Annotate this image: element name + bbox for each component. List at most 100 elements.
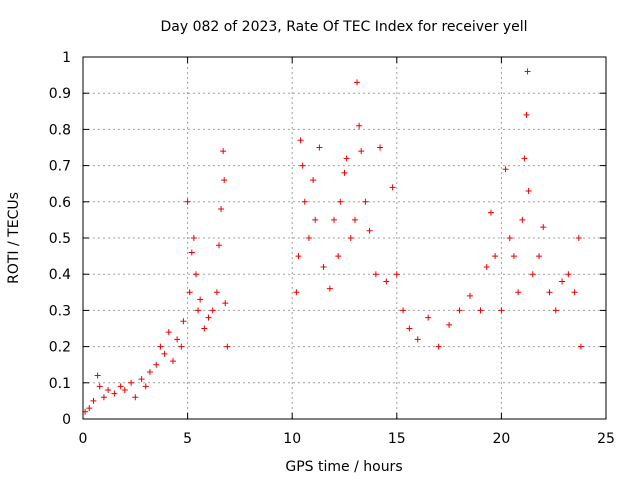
data-point (502, 166, 509, 173)
data-point (343, 155, 350, 162)
data-point (86, 405, 93, 412)
data-point (519, 216, 526, 223)
x-tick-label: 25 (597, 431, 615, 447)
data-point (337, 198, 344, 205)
data-point (400, 307, 407, 314)
data-point (224, 343, 231, 350)
data-point (540, 224, 547, 231)
data-point (523, 111, 530, 118)
y-tick-label: 1 (62, 50, 71, 66)
data-point (524, 68, 531, 75)
data-point (565, 271, 572, 278)
data-point (425, 314, 432, 321)
data-point (435, 343, 442, 350)
data-point (354, 79, 361, 86)
data-point (121, 387, 128, 394)
data-point (406, 325, 413, 332)
data-point (335, 253, 342, 260)
x-tick-label: 20 (492, 431, 510, 447)
data-point (358, 148, 365, 155)
data-point (559, 278, 566, 285)
data-point (220, 148, 227, 155)
data-point (341, 169, 348, 176)
data-point (209, 307, 216, 314)
data-point (215, 242, 222, 249)
y-tick-label: 0.7 (49, 159, 71, 175)
tick-labels: 00.10.20.30.40.50.60.70.80.910 5 10 15 20 25 (49, 50, 615, 447)
data-point (165, 329, 172, 336)
data-point (575, 235, 582, 241)
data-point (571, 289, 578, 296)
data-point (117, 383, 124, 390)
data-point (142, 383, 149, 390)
y-tick-label: 0.6 (49, 195, 71, 211)
data-point (351, 216, 358, 223)
grid-lines (83, 57, 606, 419)
data-point (456, 307, 463, 314)
data-point (184, 198, 191, 205)
data-point (293, 289, 300, 296)
data-point (96, 383, 103, 390)
x-tick-label: 15 (388, 431, 406, 447)
data-point (414, 336, 421, 343)
data-point (529, 271, 536, 278)
data-point (222, 300, 229, 307)
data-point (326, 285, 333, 292)
data-point (190, 235, 197, 241)
data-point (111, 390, 118, 397)
data-point (100, 394, 107, 401)
data-point (498, 307, 505, 314)
data-point (506, 235, 513, 241)
data-point (153, 361, 160, 368)
x-tick-label: 10 (283, 431, 301, 447)
data-point (94, 372, 101, 379)
data-point (197, 296, 204, 303)
data-point (105, 387, 112, 394)
data-point (146, 368, 153, 375)
data-point (174, 336, 181, 343)
data-point (295, 253, 302, 260)
data-point (347, 235, 354, 241)
data-point (90, 397, 97, 404)
data-point (546, 289, 553, 296)
x-tick-label: 0 (79, 431, 88, 447)
data-point (366, 227, 373, 234)
y-tick-label: 0.1 (49, 376, 71, 392)
data-point (552, 307, 559, 314)
data-point (180, 318, 187, 325)
data-point (362, 198, 369, 205)
data-point (372, 271, 379, 278)
y-tick-label: 0.4 (49, 267, 71, 283)
data-point (389, 184, 396, 191)
data-point (305, 235, 312, 241)
y-tick-label: 0 (62, 412, 71, 428)
y-tick-label: 0.2 (49, 340, 71, 356)
data-point (299, 162, 306, 169)
data-point (195, 307, 202, 314)
data-point (186, 289, 193, 296)
data-point (178, 343, 185, 350)
data-point (383, 278, 390, 285)
data-point (192, 271, 199, 278)
data-point (82, 408, 89, 415)
data-point (487, 209, 494, 216)
data-point (201, 325, 208, 332)
data-point (138, 376, 145, 383)
data-point (218, 206, 225, 213)
data-point (510, 253, 517, 260)
y-axis-label: ROTI / TECUs (6, 192, 22, 284)
chart-title: Day 082 of 2023, Rate Of TEC Index for r… (160, 19, 527, 35)
data-point (205, 314, 212, 321)
data-point (213, 289, 220, 296)
data-point (525, 187, 532, 194)
y-tick-label: 0.5 (49, 231, 71, 247)
data-point (157, 343, 164, 350)
data-point (536, 253, 543, 260)
data-point (128, 379, 135, 386)
data-point (169, 358, 176, 365)
data-point (320, 263, 327, 270)
data-point (377, 144, 384, 151)
data-point (161, 350, 168, 357)
data-point (331, 216, 338, 223)
